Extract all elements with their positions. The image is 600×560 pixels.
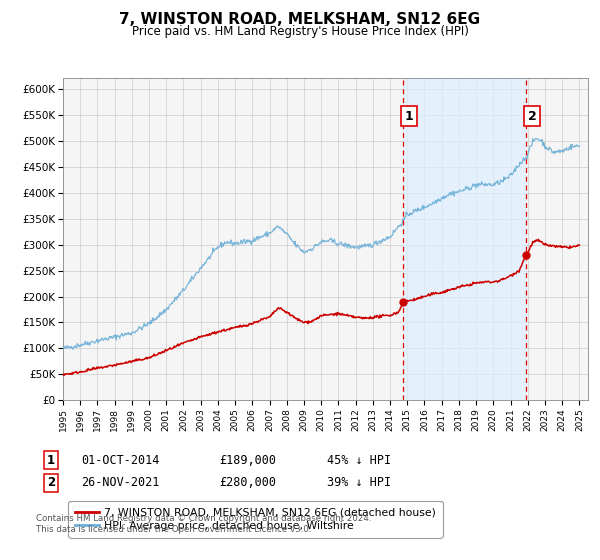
Text: 1: 1	[404, 110, 413, 123]
Text: 01-OCT-2014: 01-OCT-2014	[81, 454, 160, 467]
Text: £189,000: £189,000	[219, 454, 276, 467]
Text: Contains HM Land Registry data © Crown copyright and database right 2024.: Contains HM Land Registry data © Crown c…	[36, 514, 371, 523]
Text: £280,000: £280,000	[219, 476, 276, 489]
Text: 45% ↓ HPI: 45% ↓ HPI	[327, 454, 391, 467]
Text: 39% ↓ HPI: 39% ↓ HPI	[327, 476, 391, 489]
Text: 2: 2	[528, 110, 536, 123]
Text: 2: 2	[47, 476, 55, 489]
Text: 1: 1	[47, 454, 55, 467]
Text: This data is licensed under the Open Government Licence v3.0.: This data is licensed under the Open Gov…	[36, 525, 311, 534]
Text: 7, WINSTON ROAD, MELKSHAM, SN12 6EG: 7, WINSTON ROAD, MELKSHAM, SN12 6EG	[119, 12, 481, 27]
Text: Price paid vs. HM Land Registry's House Price Index (HPI): Price paid vs. HM Land Registry's House …	[131, 25, 469, 38]
Legend: 7, WINSTON ROAD, MELKSHAM, SN12 6EG (detached house), HPI: Average price, detach: 7, WINSTON ROAD, MELKSHAM, SN12 6EG (det…	[68, 501, 443, 538]
Bar	[403, 78, 526, 400]
Text: 26-NOV-2021: 26-NOV-2021	[81, 476, 160, 489]
